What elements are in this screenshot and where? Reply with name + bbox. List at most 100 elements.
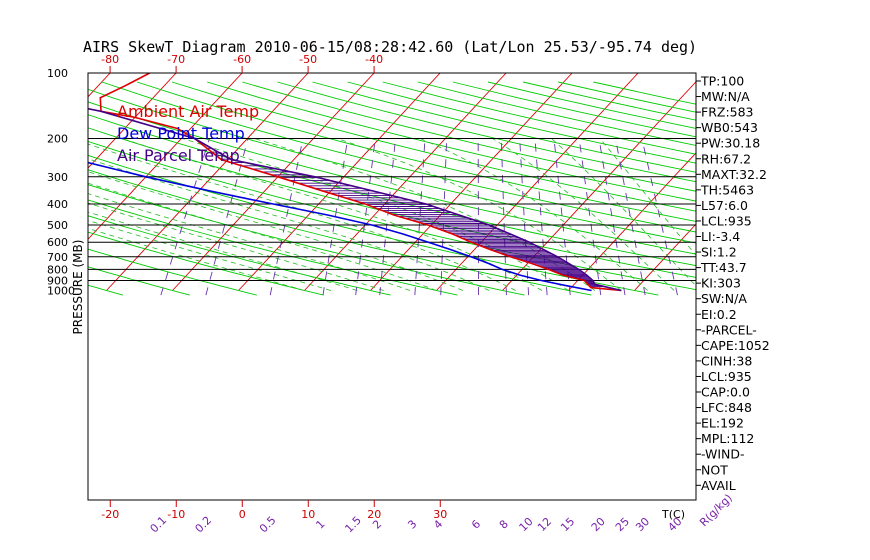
moist-adiabat-line — [88, 182, 437, 291]
mixing-ratio-line — [379, 138, 396, 296]
legend-entry: Ambient Air Temp — [117, 102, 259, 121]
moist-adiabat-line — [492, 138, 675, 291]
index-label: TT:43.7 — [700, 260, 747, 275]
background-lines — [0, 73, 870, 296]
dry-adiabat-line — [88, 169, 592, 296]
index-label: L57:6.0 — [701, 198, 748, 213]
pressure-tick-label: 500 — [47, 219, 68, 232]
index-label: LCL:935 — [701, 213, 752, 228]
dry-adiabat-line — [242, 81, 696, 192]
isotherm-line — [766, 73, 870, 291]
isotherm-line — [0, 73, 44, 291]
index-label: AVAIL — [701, 478, 736, 493]
mixing-ratio-line — [269, 138, 304, 296]
pressure-tick-label: 400 — [47, 198, 68, 211]
dry-adiabat-line — [88, 140, 696, 291]
mixing-ratio-line — [615, 138, 646, 296]
index-label: LI:-3.4 — [701, 229, 740, 244]
index-label: LCL:935 — [701, 369, 752, 384]
mixing-ratio-line — [641, 138, 678, 296]
mixing-ratio-tick-label: 8 — [497, 517, 511, 531]
moist-adiabat-line — [88, 193, 411, 291]
index-label: FRZ:583 — [701, 105, 754, 120]
plot-frame — [87, 72, 697, 501]
moist-adiabat-line — [254, 138, 596, 291]
index-label: KI:303 — [701, 276, 741, 291]
pressure-tick-label: 1000 — [47, 285, 75, 298]
mixing-ratio-tick-label: 0.2 — [193, 514, 215, 536]
index-label: EL:192 — [701, 416, 744, 431]
index-label: PW:30.18 — [701, 136, 760, 151]
mixing-ratio-tick-label: 1.5 — [342, 514, 364, 536]
ambient-temp-line — [99, 73, 622, 292]
index-label: SI:1.2 — [701, 245, 737, 260]
dry-adiabat-line — [171, 81, 696, 212]
dry-adiabat-line — [277, 81, 696, 183]
moist-adiabat-line — [336, 138, 622, 291]
mixing-ratio-line — [553, 138, 571, 296]
index-label: NOT — [701, 462, 728, 477]
bottom-tick-label: 20 — [367, 508, 381, 521]
dry-adiabat-line — [88, 266, 190, 296]
isotherm-line — [238, 73, 441, 291]
index-label: MW:N/A — [701, 89, 750, 104]
index-label: LFC:848 — [701, 400, 752, 415]
top-tick-label: -40 — [365, 53, 383, 66]
mixing-ratio-tick-label: 3 — [405, 517, 419, 531]
mixing-ratio-tick-label: 20 — [589, 515, 608, 534]
bottom-tick-label: 10 — [301, 508, 315, 521]
mixing-ratio-tick-label: 1 — [313, 517, 327, 531]
isobar-lines — [88, 137, 696, 282]
pressure-tick-label: 300 — [47, 171, 68, 184]
dry-adiabat-line — [452, 81, 696, 138]
pressure-tick-label: 700 — [47, 251, 68, 264]
index-label: -WIND- — [701, 447, 745, 462]
top-tick-label: -60 — [233, 53, 251, 66]
index-label: SW:N/A — [701, 291, 747, 306]
bottom-tick-label: 0 — [239, 508, 246, 521]
mixing-ratio-line — [322, 138, 349, 296]
isotherm-line — [88, 73, 177, 169]
index-label: WB0:543 — [701, 120, 758, 135]
pressure-tick-label: 200 — [47, 132, 68, 145]
mixing-ratio-line — [440, 138, 448, 296]
mixing-ratio-line — [519, 138, 530, 296]
legend-entry: Air Parcel Temp — [117, 146, 240, 165]
top-tick-label: -70 — [167, 53, 185, 66]
isotherm-line — [304, 73, 507, 291]
top-tick-label: -50 — [299, 53, 317, 66]
top-tick-label: -80 — [101, 53, 119, 66]
dry-adiabat-line — [88, 88, 696, 244]
mixing-ratio-tick-label: 0.5 — [257, 514, 279, 536]
mixing-ratio-tick-label: 6 — [469, 517, 483, 531]
dry-adiabat-line — [522, 81, 696, 121]
mixing-ratio-unit-label: R(g/kg) — [697, 491, 735, 529]
mixing-ratio-tick-label: 0.1 — [148, 514, 170, 536]
isotherm-line — [634, 223, 696, 291]
mixing-ratio-line — [205, 138, 249, 296]
profiles — [88, 73, 622, 292]
mixing-ratio-tick-label: 30 — [633, 515, 652, 534]
index-label: TP:100 — [700, 74, 744, 89]
cape-hatching — [207, 147, 605, 288]
mixing-ratio-line — [414, 138, 426, 296]
legend-entry: Dew Point Temp — [117, 124, 245, 143]
bottom-tick-label: -20 — [101, 508, 119, 521]
bottom-axis-unit: T(C) — [661, 508, 685, 521]
dry-adiabat-line — [136, 81, 696, 222]
index-label: CINH:38 — [701, 353, 752, 368]
indices-panel: TP:100MW:N/AFRZ:583WB0:543PW:30.18RH:67.… — [696, 74, 770, 493]
dewpoint-line — [88, 161, 592, 292]
mixing-ratio-tick-label: 12 — [535, 515, 554, 534]
index-label: TH:5463 — [700, 182, 754, 197]
dry-adiabat-line — [88, 231, 324, 296]
mixing-ratio-line — [534, 138, 548, 296]
bottom-tick-label: -10 — [167, 508, 185, 521]
mixing-ratio-line — [160, 138, 210, 296]
dry-adiabat-line — [88, 184, 525, 296]
chart-title: AIRS SkewT Diagram 2010-06-15/08:28:42.6… — [83, 38, 697, 56]
mixing-ratio-tick-label: 15 — [558, 515, 577, 534]
pressure-tick-label: 600 — [47, 236, 68, 249]
dry-adiabat-line — [347, 81, 696, 164]
index-label: -PARCEL- — [701, 322, 757, 337]
